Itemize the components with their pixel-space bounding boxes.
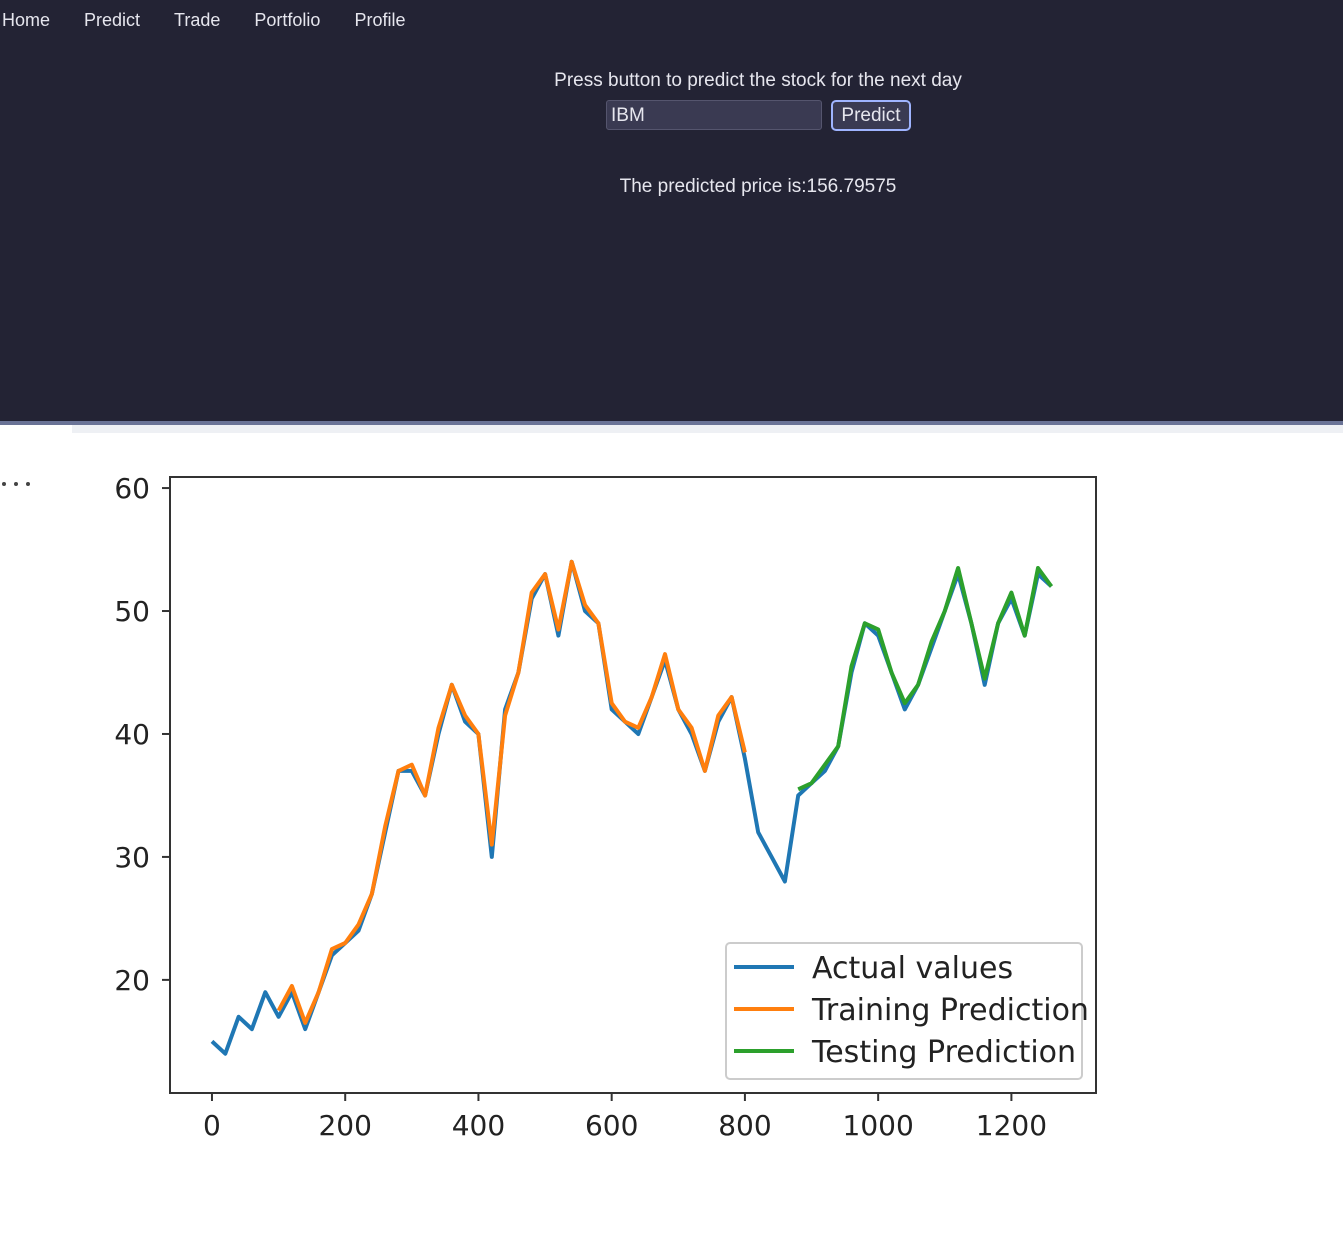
legend-label: Training Prediction xyxy=(811,993,1089,1028)
divider xyxy=(0,421,1343,425)
series-line xyxy=(276,559,747,1025)
x-tick-label: 0 xyxy=(203,1109,221,1142)
nav: Home Predict Trade Portfolio Profile xyxy=(2,10,405,31)
ellipsis-icon[interactable] xyxy=(2,482,6,486)
series-line xyxy=(797,566,1054,792)
y-tick-label: 20 xyxy=(114,964,150,997)
legend-label: Testing Prediction xyxy=(811,1035,1076,1070)
nav-link[interactable]: Trade xyxy=(174,10,221,30)
x-tick-label: 200 xyxy=(318,1109,371,1142)
x-tick-label: 800 xyxy=(718,1109,771,1142)
ellipsis-icon[interactable] xyxy=(14,482,18,486)
ticker-input[interactable]: IBM xyxy=(606,100,822,130)
x-tick-label: 1000 xyxy=(843,1109,914,1142)
result: The predicted price is:156.79575 xyxy=(619,176,897,197)
divider xyxy=(72,425,1343,433)
header-panel: Home Predict Trade Portfolio Profile Pre… xyxy=(0,0,1343,421)
nav-link[interactable]: Predict xyxy=(84,10,141,30)
predict-button[interactable]: Predict xyxy=(831,100,911,131)
nav-link[interactable]: Profile xyxy=(354,10,406,30)
plot-frame xyxy=(169,476,1097,1094)
legend-box xyxy=(725,942,1083,1080)
prompt: Press button to predict the stock for th… xyxy=(554,70,962,91)
x-tick-label: 1200 xyxy=(976,1109,1047,1142)
legend-label: Actual values xyxy=(812,951,1013,986)
y-tick-label: 50 xyxy=(114,595,150,628)
nav-link[interactable]: Portfolio xyxy=(254,10,321,30)
x-tick-label: 600 xyxy=(585,1109,638,1142)
y-tick-label: 40 xyxy=(114,718,150,751)
ellipsis-icon[interactable] xyxy=(26,482,30,486)
y-tick-label: 30 xyxy=(114,841,150,874)
x-tick-label: 400 xyxy=(452,1109,505,1142)
y-tick-label: 60 xyxy=(114,472,150,505)
nav-link[interactable]: Home xyxy=(2,10,51,30)
